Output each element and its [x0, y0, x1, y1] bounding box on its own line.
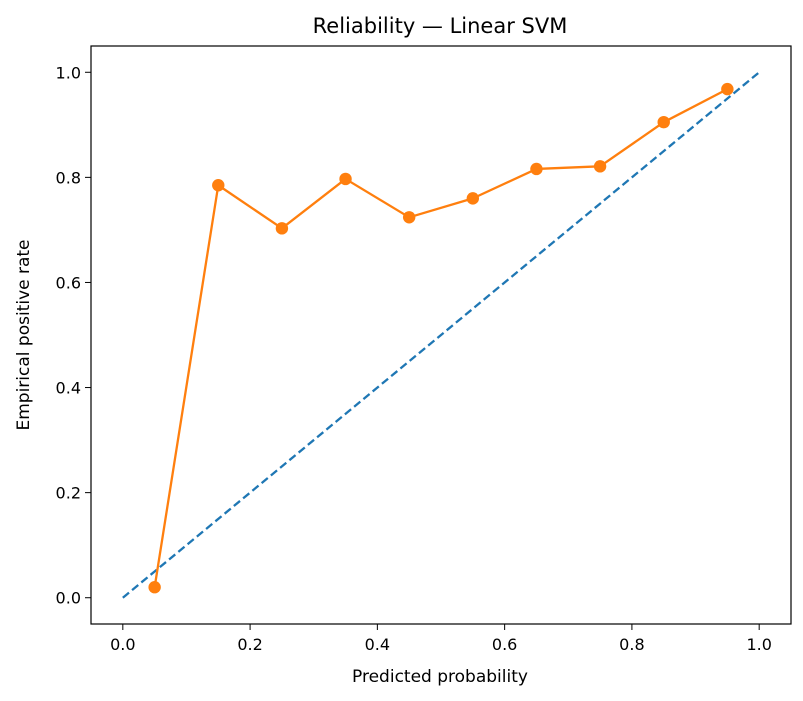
- series-1-point-5: [466, 192, 480, 205]
- x-tick-label-1: 0.2: [237, 635, 262, 654]
- y-tick-label-3: 0.6: [56, 273, 81, 292]
- x-tick-label-4: 0.8: [619, 635, 644, 654]
- x-axis-label: Predicted probability: [352, 667, 528, 687]
- y-axis-label: Empirical positive rate: [14, 239, 34, 430]
- y-tick-label-5: 1.0: [56, 63, 81, 82]
- series-1-point-7: [593, 160, 607, 173]
- series-1-point-8: [657, 115, 670, 129]
- x-tick-label-0: 0.0: [110, 635, 135, 654]
- x-tick-label-3: 0.6: [492, 635, 517, 654]
- series-1-line: [153, 88, 728, 588]
- series-1-point-6: [530, 162, 543, 176]
- x-tick-label-5: 1.0: [746, 635, 771, 654]
- chart-title: Reliability — Linear SVM: [313, 14, 568, 38]
- axes-frame: [90, 45, 792, 625]
- x-tick-label-2: 0.4: [365, 635, 390, 654]
- series-1-point-3: [339, 172, 352, 186]
- series-1-point-2: [275, 222, 289, 235]
- series-1-point-0: [148, 581, 161, 594]
- y-tick-label-4: 0.8: [56, 168, 81, 187]
- y-tick-label-0: 0.0: [56, 589, 81, 608]
- plot-area: 0.0 0.2 0.4 0.6 0.8 1.0 0.0 0.2 0.4 0.6 0.8 1.0: [56, 45, 792, 654]
- y-tick-label-1: 0.2: [56, 484, 81, 503]
- series-0-line: [122, 71, 760, 599]
- series-1-point-1: [212, 179, 225, 192]
- series-1-point-9: [721, 82, 734, 96]
- y-tick-label-2: 0.4: [56, 379, 81, 398]
- series-1-point-4: [402, 211, 416, 224]
